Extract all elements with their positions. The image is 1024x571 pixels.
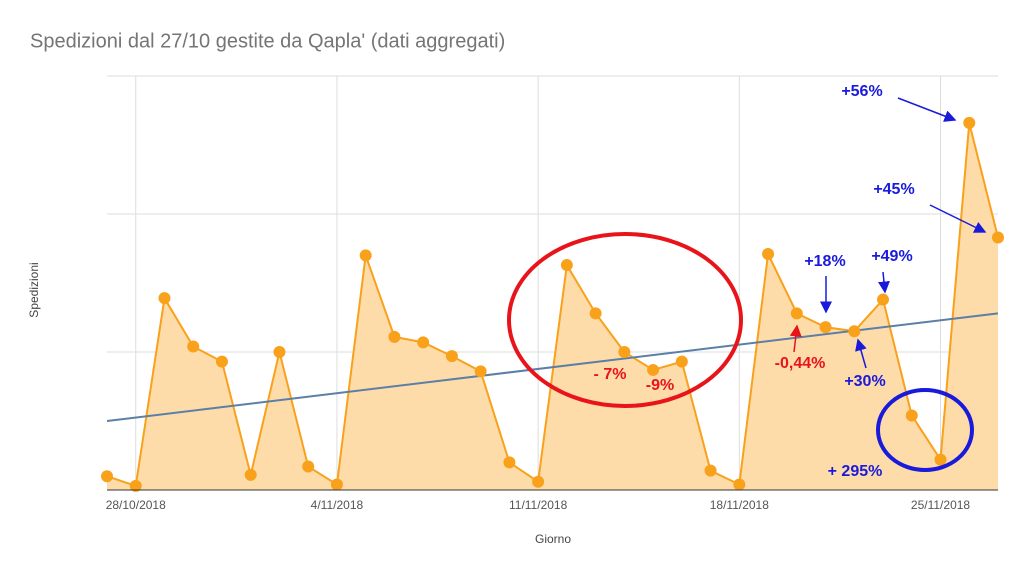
point bbox=[474, 365, 487, 378]
annotation: +56% bbox=[841, 83, 882, 100]
point bbox=[848, 325, 861, 338]
x-tick-label: 11/11/2018 bbox=[509, 498, 568, 512]
x-tick-label: 18/11/2018 bbox=[710, 498, 769, 512]
point bbox=[762, 248, 775, 261]
point bbox=[187, 340, 200, 353]
highlight-ellipse bbox=[507, 232, 743, 408]
point bbox=[129, 479, 142, 492]
point bbox=[675, 355, 688, 368]
point bbox=[215, 355, 228, 368]
annotation: -9% bbox=[646, 377, 674, 394]
chart-title: Spedizioni dal 27/10 gestite da Qapla' (… bbox=[30, 30, 505, 52]
point bbox=[445, 350, 458, 363]
arrow bbox=[897, 97, 957, 122]
arrow bbox=[855, 338, 867, 369]
point bbox=[101, 470, 113, 483]
point bbox=[589, 307, 602, 320]
annotation: -0,44% bbox=[775, 355, 826, 372]
point bbox=[417, 336, 430, 349]
point bbox=[704, 464, 717, 477]
point bbox=[790, 307, 803, 320]
point bbox=[560, 259, 573, 272]
point bbox=[992, 231, 1004, 244]
annotation: - 7% bbox=[594, 366, 627, 383]
arrow bbox=[929, 204, 987, 233]
point bbox=[819, 321, 832, 334]
point bbox=[158, 292, 171, 305]
highlight-ellipse bbox=[876, 388, 974, 472]
point bbox=[733, 478, 746, 491]
arrow bbox=[789, 324, 802, 353]
y-axis-label: Spedizioni bbox=[27, 262, 41, 317]
area bbox=[107, 122, 998, 491]
point bbox=[503, 456, 516, 469]
point bbox=[905, 409, 918, 422]
annotation: + 295% bbox=[828, 463, 883, 480]
x-axis-label: Giorno bbox=[535, 532, 571, 546]
annotation: +45% bbox=[873, 181, 914, 198]
x-tick-label: 25/11/2018 bbox=[911, 498, 970, 512]
annotation: +49% bbox=[871, 248, 912, 265]
point bbox=[618, 346, 631, 358]
x-tick-label: 28/10/2018 bbox=[106, 498, 166, 512]
arrow bbox=[877, 271, 890, 294]
point bbox=[532, 475, 545, 488]
x-tick-label: 4/11/2018 bbox=[311, 498, 364, 512]
arrows bbox=[789, 97, 987, 369]
point bbox=[877, 293, 890, 306]
point bbox=[647, 363, 660, 376]
annotation: +30% bbox=[844, 373, 885, 390]
point bbox=[244, 468, 257, 481]
annotation: +18% bbox=[804, 253, 845, 270]
point bbox=[273, 346, 286, 358]
point bbox=[359, 249, 372, 262]
point bbox=[963, 116, 976, 129]
point bbox=[388, 330, 401, 343]
point bbox=[302, 460, 315, 473]
point bbox=[934, 453, 947, 466]
point bbox=[330, 478, 343, 491]
